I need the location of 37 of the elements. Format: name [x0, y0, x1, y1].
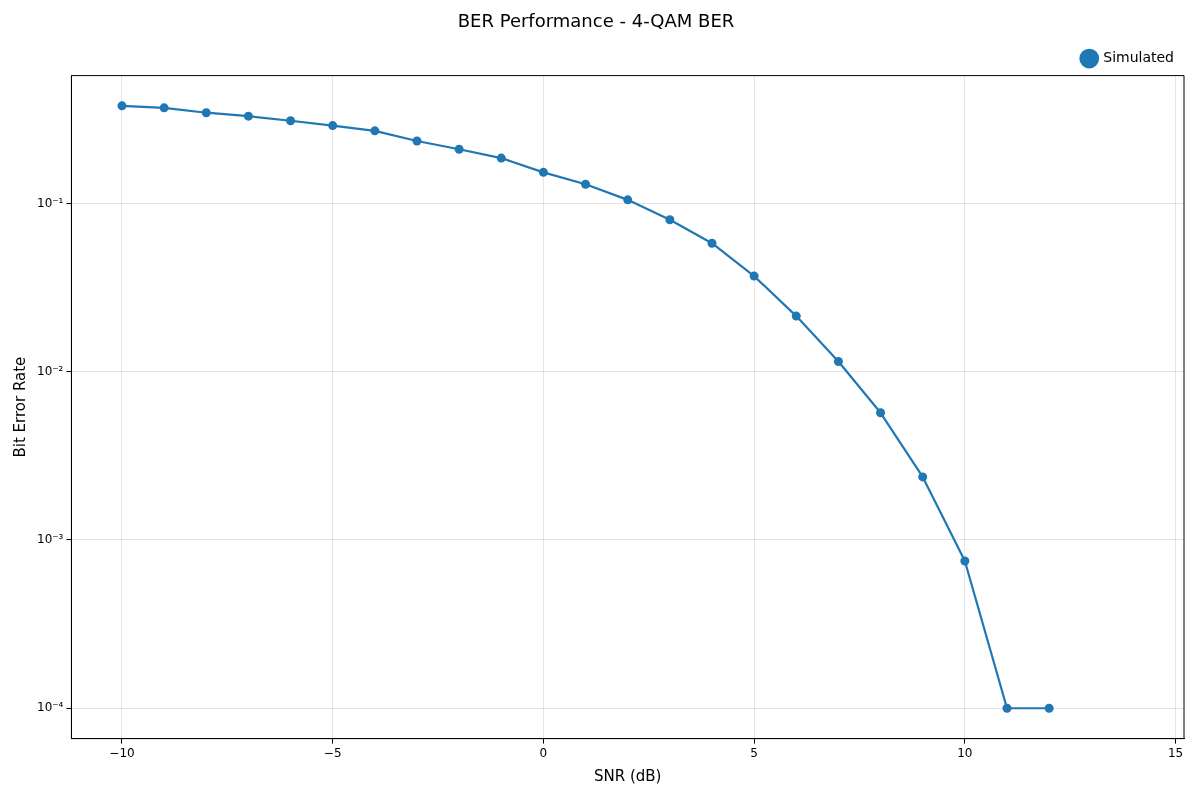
point — [665, 215, 675, 225]
x-tick-label: 5 — [750, 745, 758, 760]
x-tick-label: 10 — [957, 745, 973, 760]
point — [370, 126, 380, 136]
x-axis-title: SNR (dB) — [593, 766, 662, 785]
x-tick-label: 15 — [1167, 745, 1184, 760]
x-tick-label: −10 — [109, 745, 135, 760]
point — [496, 153, 506, 163]
point — [623, 195, 633, 205]
y-axis-title: Bit Error Rate — [10, 356, 29, 458]
point — [791, 311, 801, 321]
point — [1002, 703, 1012, 713]
point — [412, 136, 422, 146]
point — [749, 271, 759, 281]
legend-label: Simulated — [1103, 49, 1174, 66]
x-tick-label: 0 — [539, 745, 548, 760]
point — [538, 167, 548, 177]
y-tick-label: 10⁻³ — [36, 532, 64, 547]
point — [1044, 703, 1054, 713]
point — [201, 108, 211, 118]
point — [117, 101, 127, 111]
y-tick-label: 10⁻⁴ — [36, 700, 64, 715]
point — [286, 116, 296, 126]
point — [328, 121, 338, 131]
y-tick-label: 10⁻¹ — [36, 195, 64, 210]
point — [960, 556, 970, 566]
point — [918, 472, 928, 482]
chart-title: BER Performance - 4-QAM BER — [457, 10, 735, 32]
point — [876, 408, 886, 418]
point — [707, 238, 717, 248]
x-tick-label: −5 — [323, 745, 342, 760]
point — [159, 103, 169, 113]
y-tick-label: 10⁻² — [36, 363, 64, 378]
point — [581, 179, 591, 189]
point — [454, 144, 464, 154]
point — [833, 356, 843, 366]
point — [243, 111, 253, 121]
